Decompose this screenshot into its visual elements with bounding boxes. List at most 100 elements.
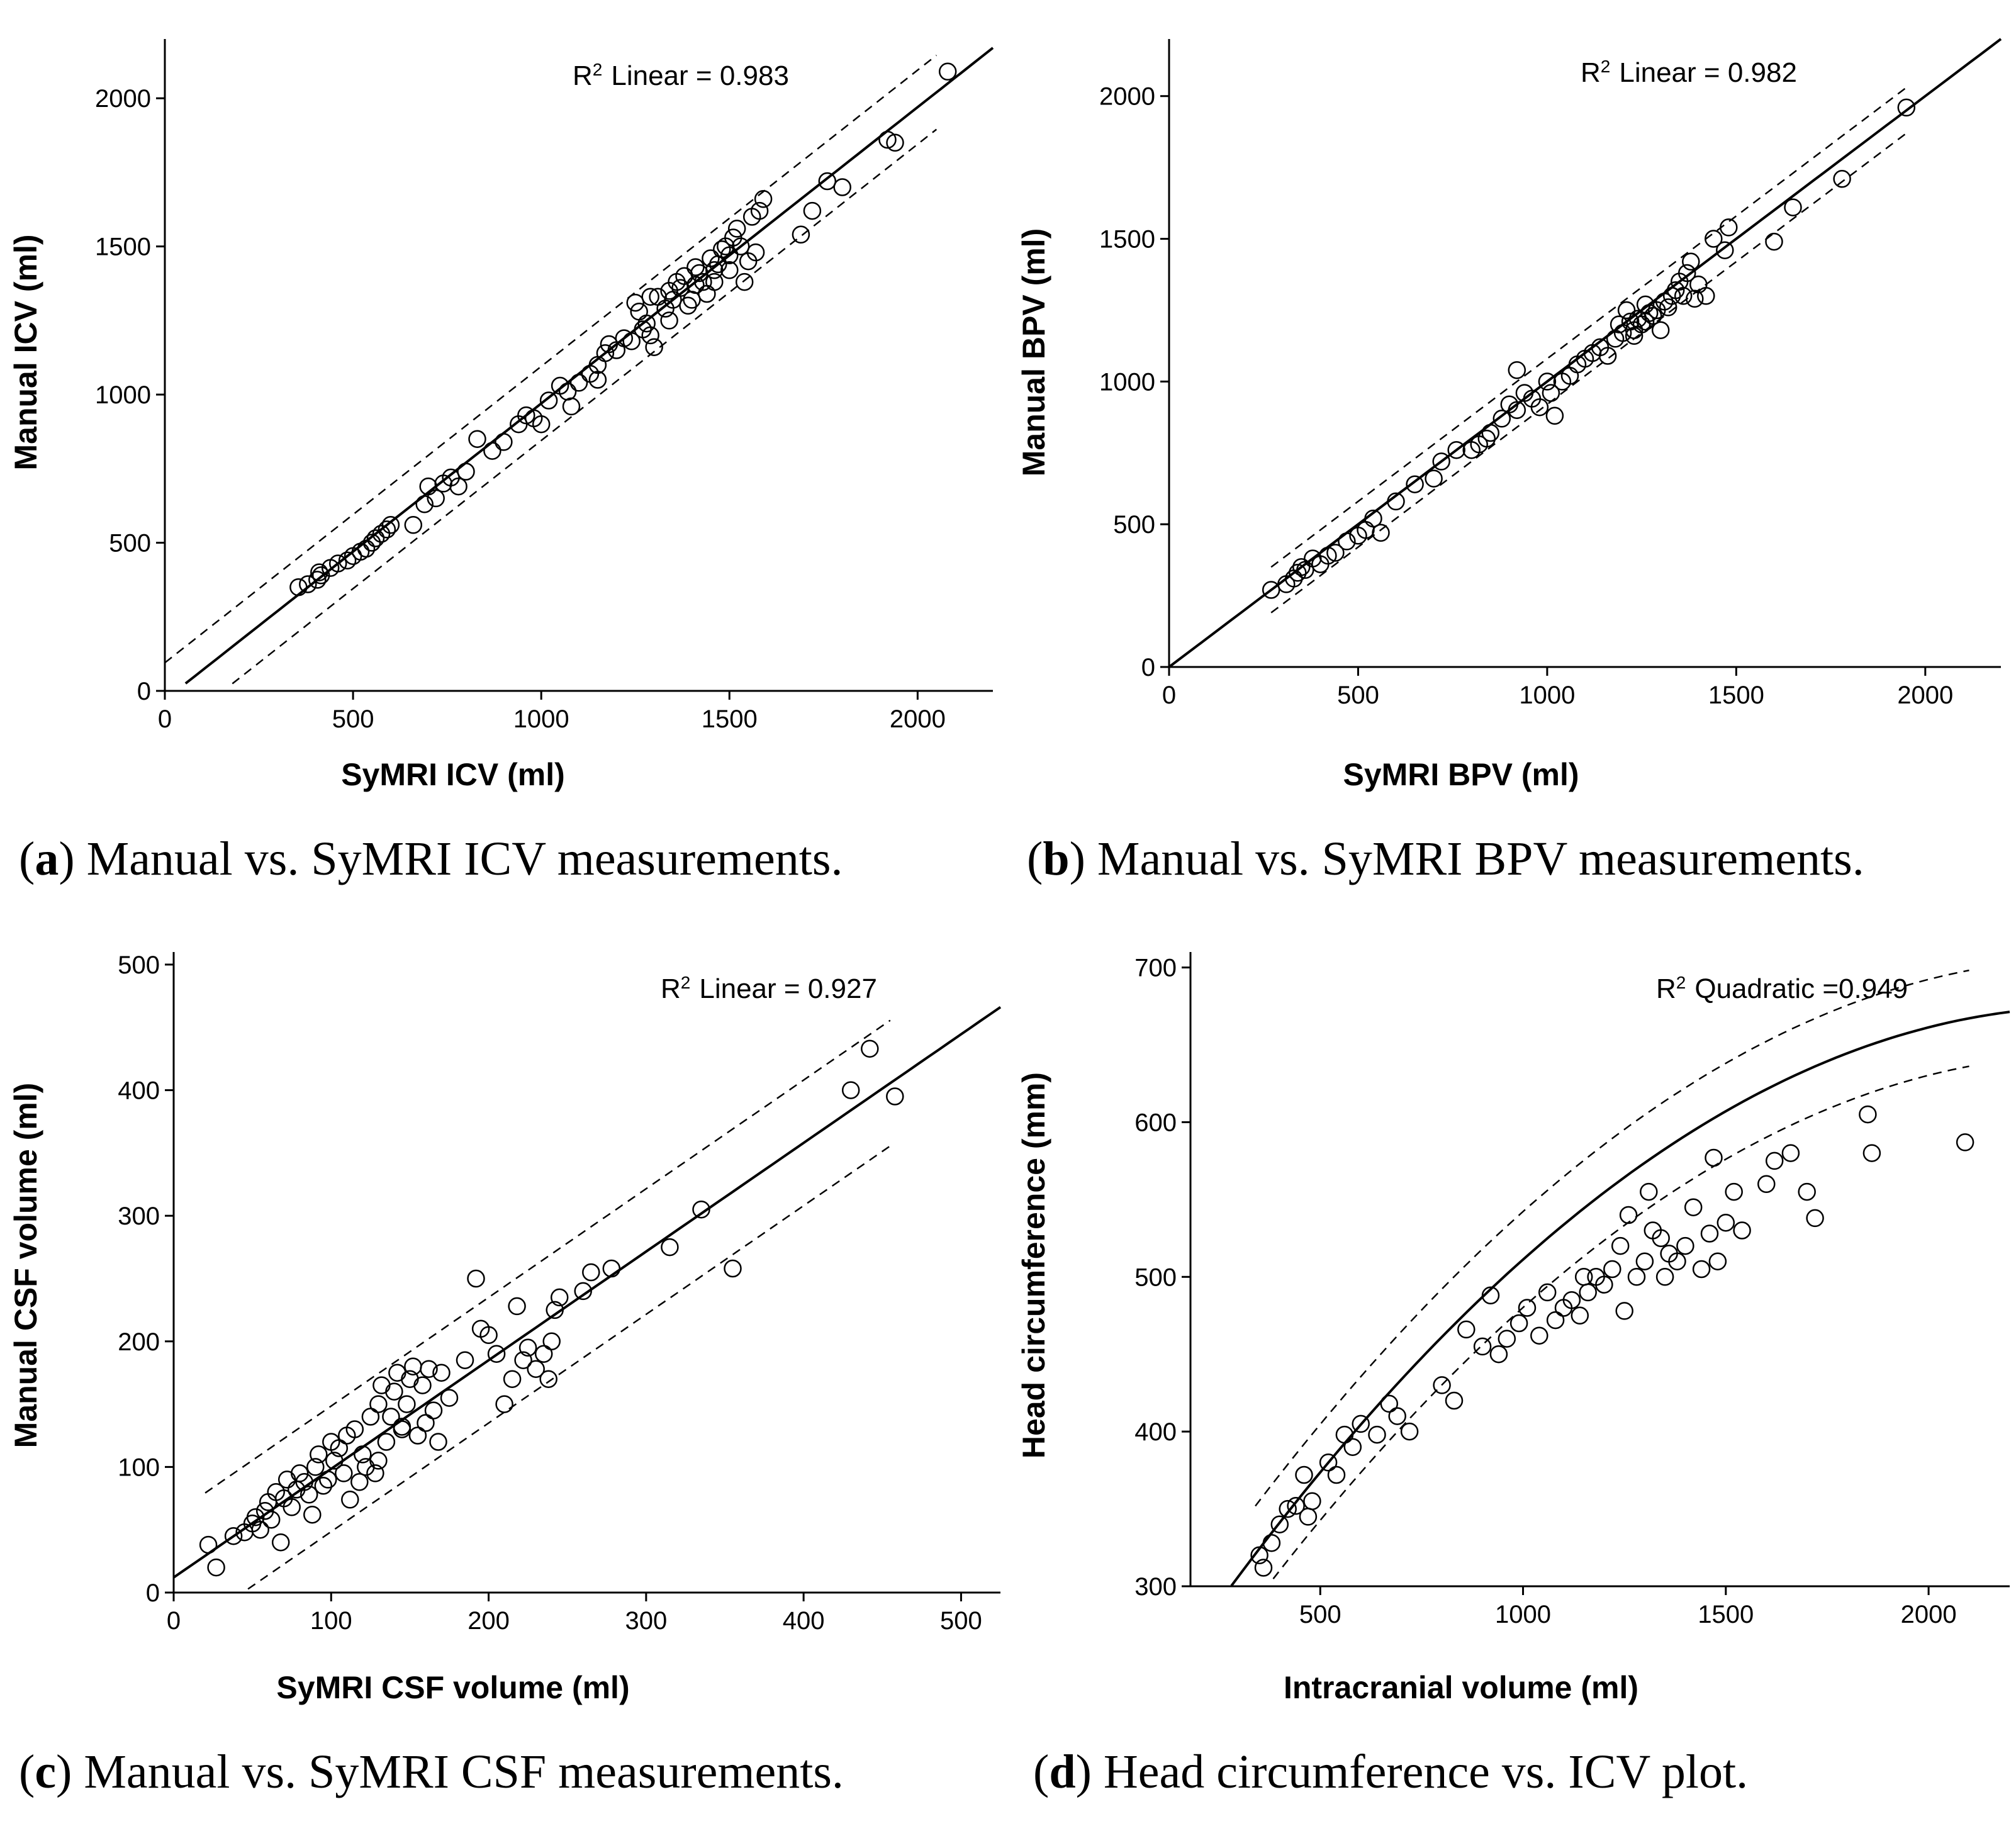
data-point <box>1498 1330 1516 1348</box>
data-point <box>341 1491 359 1509</box>
data-point <box>588 371 607 389</box>
data-point <box>574 1282 592 1301</box>
panel-caption: (b) Manual vs. SyMRI BPV measurements. <box>1027 832 1864 885</box>
data-point <box>1343 1438 1362 1456</box>
data-point <box>1684 1198 1703 1216</box>
data-point <box>1677 264 1696 283</box>
chart-svg: 0 500 1000 1500 2000 0 500 1000 1500 2000 SyMRI B… <box>1016 38 2002 885</box>
panel-caption: (a) Manual vs. SyMRI ICV measurements. <box>19 832 843 885</box>
data-point <box>1897 98 1916 117</box>
y-tick-label: 0 <box>1141 654 1155 681</box>
data-point <box>542 1332 561 1351</box>
y-axis-label: Head circumference (mm) <box>1016 1072 1051 1459</box>
data-point <box>1668 1252 1686 1270</box>
x-tick-label: 1000 <box>1495 1601 1551 1628</box>
data-point <box>1457 1320 1476 1339</box>
data-point <box>456 1351 474 1369</box>
x-tick-label: 1500 <box>702 705 758 733</box>
panel-c: 0 100 200 300 400 500 0 100 200 300 400 500 SyMRI C… <box>0 913 1008 1826</box>
panel-a: 0 500 1000 1500 2000 0 500 1000 1500 2000 SyMRI I… <box>0 0 1008 913</box>
data-point <box>1279 1499 1297 1518</box>
data-point <box>1508 401 1526 419</box>
data-point <box>731 237 750 255</box>
x-tick-label: 400 <box>783 1607 825 1635</box>
data-point <box>1287 1496 1305 1515</box>
data-point <box>1595 1275 1613 1294</box>
data-point <box>310 1445 328 1464</box>
data-point <box>539 1370 557 1388</box>
ci-upper-line <box>1270 87 1907 568</box>
y-tick-label: 200 <box>118 1328 160 1356</box>
data-point <box>602 1259 621 1278</box>
r-squared-value: Quadratic =0.949 <box>1694 973 1908 1004</box>
data-point <box>503 1370 522 1388</box>
data-point <box>314 1477 333 1495</box>
data-point <box>262 1510 281 1529</box>
y-tick-label: 1000 <box>95 381 151 409</box>
data-point <box>724 1259 742 1278</box>
caption-text: Manual vs. SyMRI ICV measurements. <box>75 832 843 885</box>
data-point <box>1368 1425 1386 1444</box>
y-axis-label: Manual BPV (ml) <box>1016 228 1051 476</box>
x-tick-label: 500 <box>1337 681 1379 709</box>
data-point <box>518 1338 537 1357</box>
data-point <box>938 62 957 81</box>
data-point <box>878 130 897 149</box>
data-point <box>1380 1394 1399 1413</box>
data-point <box>382 1408 400 1426</box>
y-axis-label: Manual ICV (ml) <box>8 234 43 470</box>
data-point <box>1425 469 1443 488</box>
y-tick-label: 500 <box>109 530 151 557</box>
ci-lower-line <box>1272 1065 1969 1579</box>
y-tick-label: 1000 <box>1099 368 1155 396</box>
data-point <box>199 1535 218 1554</box>
data-point <box>698 284 716 303</box>
data-point <box>1705 230 1723 248</box>
data-point <box>366 529 385 547</box>
data-point <box>1682 252 1700 271</box>
data-point <box>408 1426 427 1445</box>
x-axis-label: SyMRI CSF volume (ml) <box>276 1670 629 1705</box>
data-point <box>427 489 445 508</box>
data-point <box>1674 287 1693 305</box>
data-point <box>398 1395 416 1413</box>
data-point <box>1262 581 1280 599</box>
fit-line <box>172 1005 1002 1579</box>
data-point <box>686 258 705 276</box>
data-point <box>1610 315 1628 333</box>
data-point <box>1765 232 1783 251</box>
r-squared-r: R <box>573 60 593 91</box>
data-point <box>886 1087 904 1106</box>
data-point <box>1509 1314 1528 1333</box>
x-tick-label: 200 <box>468 1607 510 1635</box>
y-tick-label: 2000 <box>1099 83 1155 111</box>
panel-caption: (c) Manual vs. SyMRI CSF measurements. <box>19 1745 844 1798</box>
data-point <box>1686 289 1704 308</box>
data-point <box>1447 440 1465 459</box>
r-squared-label: R2 Linear = 0.982 <box>1581 57 1797 89</box>
plot-group: 0 500 1000 1500 2000 0 500 1000 1500 2000 <box>95 39 994 733</box>
data-point <box>420 1360 438 1378</box>
data-point <box>645 338 663 356</box>
data-point <box>413 1376 432 1394</box>
data-point <box>319 1470 337 1489</box>
y-axis-label: Manual CSF volume (ml) <box>8 1083 43 1448</box>
data-point <box>1640 304 1659 322</box>
data-point <box>1806 1209 1824 1228</box>
ci-lower-line <box>232 128 938 685</box>
data-point <box>417 1414 435 1432</box>
data-point <box>735 272 754 291</box>
data-point <box>1327 1465 1346 1484</box>
data-point <box>1611 1236 1630 1255</box>
data-point <box>308 571 327 589</box>
data-point <box>1481 423 1500 442</box>
data-point <box>1338 532 1356 551</box>
data-point <box>792 225 810 244</box>
caption-letter: b <box>1043 832 1069 885</box>
x-tick-label: 1000 <box>513 705 569 733</box>
data-point <box>1326 544 1345 562</box>
data-point <box>345 1420 364 1438</box>
data-point <box>1481 1286 1500 1305</box>
y-tick-label: 2000 <box>95 85 151 113</box>
data-point <box>569 374 588 392</box>
